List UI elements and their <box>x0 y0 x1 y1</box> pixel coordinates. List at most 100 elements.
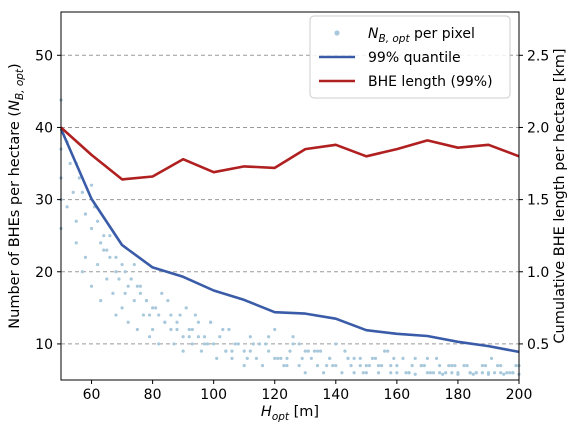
scatter-point <box>480 371 484 375</box>
scatter-point <box>297 342 301 346</box>
scatter-point <box>111 291 115 296</box>
scatter-point <box>413 372 417 376</box>
scatter-point <box>401 356 405 360</box>
y-tick-label: 20 <box>35 265 53 281</box>
scatter-point <box>205 342 210 346</box>
scatter-point <box>358 356 362 360</box>
x-tick-label: 100 <box>200 387 227 403</box>
scatter-point <box>175 320 179 324</box>
scatter-point <box>230 349 234 353</box>
scatter-point <box>202 342 207 346</box>
scatter-point <box>465 363 469 368</box>
scatter-point <box>89 183 94 187</box>
x-tick-label: 120 <box>261 387 288 403</box>
scatter-point <box>172 342 176 346</box>
scatter-point <box>132 262 136 267</box>
scatter-point <box>364 371 368 375</box>
x-tick-label: 180 <box>445 387 472 403</box>
scatter-point <box>389 371 393 375</box>
legend-label-quantile: 99% quantile <box>368 50 461 66</box>
scatter-point <box>291 335 295 339</box>
scatter-point <box>312 349 317 353</box>
scatter-point <box>126 284 130 288</box>
scatter-point <box>233 342 237 346</box>
scatter-point <box>364 363 368 368</box>
scatter-point <box>187 327 191 332</box>
scatter-point <box>395 371 399 375</box>
y-axis-label: Number of BHEs per hectare (NB, opt) <box>7 63 26 328</box>
scatter-point <box>407 371 411 375</box>
scatter-point <box>309 356 313 360</box>
scatter-point <box>276 356 280 360</box>
x-tick-label: 200 <box>506 387 533 403</box>
scatter-point <box>129 277 133 281</box>
x-axis-label: Hopt [m] <box>261 404 319 423</box>
scatter-point <box>260 363 265 368</box>
scatter-point <box>273 356 277 360</box>
scatter-point <box>96 262 100 267</box>
scatter-point <box>303 349 307 353</box>
scatter-point <box>422 363 426 368</box>
scatter-point <box>65 205 69 209</box>
scatter-point <box>245 356 249 360</box>
scatter-point <box>471 372 475 376</box>
scatter-point <box>386 349 390 353</box>
scatter-point <box>135 327 139 332</box>
scatter-point <box>74 241 78 245</box>
scatter-point <box>300 356 304 360</box>
scatter-point <box>178 313 182 317</box>
scatter-point <box>126 320 130 324</box>
scatter-point <box>68 161 72 166</box>
scatter-point <box>99 299 103 303</box>
x-tick-label: 140 <box>322 387 349 403</box>
scatter-point <box>175 327 179 332</box>
scatter-point <box>380 363 384 368</box>
scatter-point <box>288 349 292 353</box>
y2-tick-label: 2.0 <box>527 120 549 136</box>
scatter-point <box>441 372 445 376</box>
scatter-point <box>257 342 262 346</box>
scatter-point <box>108 255 112 259</box>
scatter-point <box>96 219 100 223</box>
scatter-point <box>453 363 457 368</box>
scatter-point <box>215 356 219 360</box>
y2-tick-label: 1.5 <box>527 193 549 209</box>
scatter-point <box>361 371 365 375</box>
scatter-point <box>318 349 323 353</box>
scatter-point <box>492 371 497 375</box>
scatter-point <box>431 371 436 375</box>
scatter-point <box>224 349 228 353</box>
x-tick-label: 160 <box>383 387 410 403</box>
scatter-point <box>74 219 78 223</box>
scatter-point <box>502 372 506 376</box>
scatter-point <box>89 226 94 231</box>
scatter-point <box>438 363 442 368</box>
scatter-point <box>456 372 460 376</box>
scatter-point <box>413 356 417 360</box>
scatter-point <box>480 363 484 368</box>
scatter-point <box>428 371 433 375</box>
scatter-point <box>114 255 118 259</box>
grid-lines <box>61 54 519 345</box>
scatter-point <box>499 363 503 368</box>
scatter-point <box>190 342 194 346</box>
scatter-point <box>154 306 158 310</box>
plot-frame <box>60 11 520 381</box>
scatter-point <box>248 335 252 339</box>
scatter-point <box>291 342 295 346</box>
scatter-point <box>71 190 75 194</box>
scatter-point <box>190 327 194 332</box>
legend-box <box>309 15 511 99</box>
scatter-point <box>132 299 136 303</box>
scatter-point <box>83 255 88 259</box>
scatter-point <box>212 342 216 346</box>
scatter-point <box>474 371 478 375</box>
scatter-point <box>141 313 146 317</box>
y2-tick-label: 2.5 <box>527 48 549 64</box>
scatter-point <box>193 313 197 317</box>
scatter-point <box>328 356 332 360</box>
scatter-point <box>254 356 259 360</box>
scatter-point <box>376 363 381 368</box>
scatter-point <box>358 363 362 368</box>
